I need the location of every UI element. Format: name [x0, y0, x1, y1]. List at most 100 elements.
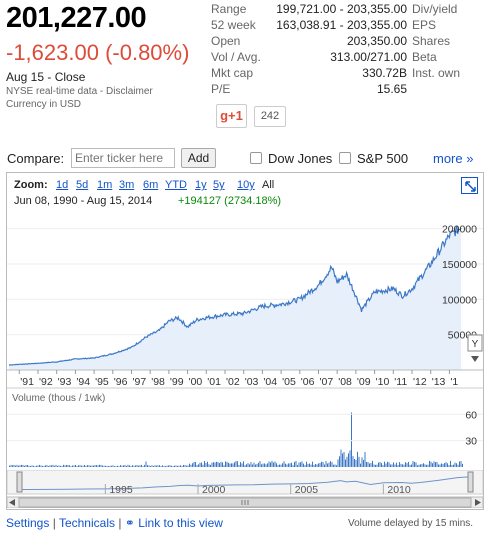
- zoom-option[interactable]: 5y: [213, 179, 225, 191]
- volume-bar: [342, 453, 343, 467]
- navigator-tick-label: 2010: [387, 484, 411, 496]
- x-tick-label: '03: [245, 376, 259, 388]
- dow-jones-label[interactable]: Dow Jones: [268, 151, 333, 166]
- volume-bar: [430, 461, 432, 467]
- plus-count: 242: [254, 106, 286, 127]
- stat-value: 163,038.91 - 203,355.00: [276, 18, 407, 32]
- volume-bar: [234, 462, 235, 467]
- volume-bar: [304, 465, 306, 467]
- volume-bar: [90, 465, 91, 467]
- volume-bar: [57, 465, 58, 467]
- date-range: Jun 08, 1990 - Aug 15, 2014: [14, 195, 153, 207]
- volume-bar: [211, 462, 213, 467]
- zoom-all[interactable]: All: [262, 179, 275, 191]
- zoom-option[interactable]: 3m: [119, 179, 135, 191]
- volume-bar: [400, 463, 402, 467]
- volume-bar: [444, 463, 445, 467]
- x-tick-label: '92: [39, 376, 53, 388]
- add-button[interactable]: Add: [181, 148, 216, 168]
- navigator[interactable]: 1995 2000 2005 2010: [7, 470, 483, 508]
- volume-bar: [180, 465, 181, 467]
- volume-bar: [279, 464, 280, 467]
- navigator-handle-left[interactable]: [16, 471, 23, 493]
- volume-bar: [133, 465, 135, 467]
- volume-bar: [372, 460, 373, 467]
- volume-bar: [228, 462, 229, 467]
- data-disclaimer[interactable]: NYSE real-time data - Disclaimer: [6, 86, 153, 97]
- x-tick-label: '10: [376, 376, 390, 388]
- volume-bar: [144, 464, 145, 467]
- more-link[interactable]: more »: [433, 151, 474, 166]
- volume-bar: [193, 462, 195, 467]
- zoom-option[interactable]: 6m: [143, 179, 159, 191]
- zoom-option[interactable]: 1m: [97, 179, 113, 191]
- settings-link[interactable]: Settings: [6, 516, 50, 530]
- volume-bar: [81, 465, 82, 467]
- zoom-option[interactable]: 10y: [237, 179, 255, 191]
- volume-bar: [201, 462, 202, 467]
- volume-bar: [229, 463, 231, 467]
- volume-bar: [408, 461, 409, 467]
- navigator-tick-label: 1995: [109, 484, 133, 496]
- compare-label: Compare:: [7, 151, 65, 166]
- zoom-option[interactable]: YTD: [165, 179, 187, 191]
- volume-bar: [331, 462, 333, 467]
- technicals-link[interactable]: Technicals: [58, 516, 115, 530]
- volume-bar: [123, 465, 124, 467]
- volume-bar: [307, 463, 309, 467]
- volume-bar: [264, 463, 265, 467]
- x-tick-label: '09: [357, 376, 371, 388]
- volume-bar: [375, 464, 376, 467]
- volume-bar: [406, 463, 408, 467]
- volume-bar: [411, 464, 412, 467]
- volume-bar: [345, 459, 346, 467]
- volume-bar: [12, 465, 13, 467]
- scroll-right-icon[interactable]: [475, 499, 481, 506]
- volume-bar: [63, 464, 64, 467]
- volume-bar: [22, 464, 24, 467]
- ticker-input[interactable]: [71, 148, 175, 168]
- volume-bar: [24, 465, 25, 467]
- expand-icon[interactable]: [461, 177, 478, 194]
- volume-bar: [454, 462, 456, 467]
- volume-bar: [156, 465, 157, 467]
- volume-bar: [244, 465, 246, 467]
- volume-bar: [103, 465, 105, 467]
- zoom-option[interactable]: 5d: [76, 179, 89, 191]
- price-line: [8, 225, 462, 366]
- scroll-left-icon[interactable]: [9, 499, 15, 506]
- volume-bar: [163, 465, 165, 467]
- volume-bar: [162, 465, 163, 467]
- link-to-view[interactable]: Link to this view: [138, 516, 223, 530]
- y-axis-handle[interactable]: Y: [467, 334, 483, 362]
- volume-bar: [258, 462, 259, 467]
- volume-bar: [327, 463, 328, 467]
- volume-bar: [292, 465, 294, 467]
- volume-bar: [457, 464, 459, 467]
- volume-bar: [186, 465, 187, 467]
- volume-bar: [376, 464, 378, 467]
- zoom-option[interactable]: 1y: [195, 179, 207, 191]
- volume-bar: [72, 465, 73, 467]
- volume-bar: [382, 465, 384, 467]
- volume-bar: [157, 465, 159, 467]
- volume-bar: [97, 465, 99, 467]
- volume-bar: [255, 464, 256, 467]
- volume-bar: [124, 465, 126, 467]
- dow-jones-checkbox[interactable]: [250, 152, 262, 164]
- volume-bar: [402, 464, 403, 467]
- sp500-checkbox[interactable]: [339, 152, 351, 164]
- volume-bar: [139, 465, 141, 467]
- volume-bar: [277, 465, 279, 467]
- volume-bar: [112, 465, 114, 467]
- stat-label: P/E: [211, 82, 231, 96]
- google-plus-button[interactable]: g+1: [216, 104, 247, 128]
- volume-bar: [130, 465, 132, 467]
- volume-bar: [78, 465, 79, 467]
- sp500-label[interactable]: S&P 500: [357, 151, 409, 166]
- volume-bar: [388, 462, 390, 467]
- navigator-handle-right[interactable]: [467, 471, 474, 493]
- zoom-option[interactable]: 1d: [56, 179, 69, 191]
- x-tick-label: '97: [132, 376, 146, 388]
